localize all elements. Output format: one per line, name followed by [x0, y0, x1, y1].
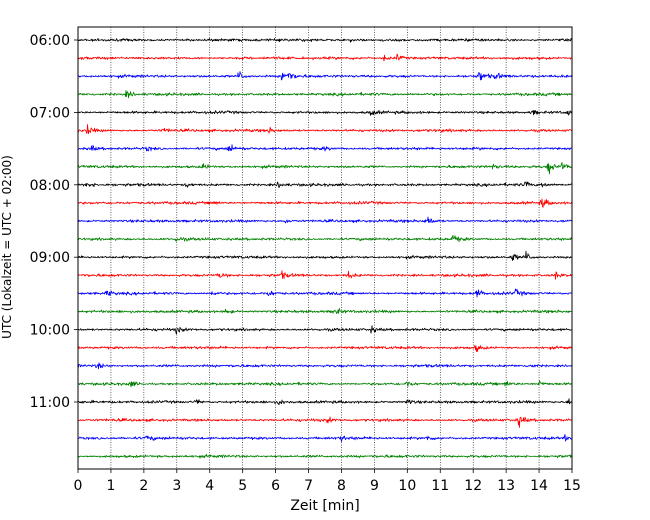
x-tick-label-4: 4 — [205, 478, 214, 494]
trace-07-45 — [77, 162, 573, 175]
x-tick-label-8: 8 — [337, 478, 346, 494]
trace-06-15 — [77, 53, 573, 62]
trace-07-15 — [77, 124, 573, 135]
trace-11-30 — [77, 433, 573, 442]
x-tick-label-3: 3 — [172, 478, 181, 494]
x-tick-label-5: 5 — [238, 478, 247, 494]
trace-10-30 — [77, 362, 573, 370]
grid-lines — [110, 27, 540, 469]
trace-07-00 — [77, 109, 573, 116]
trace-08-00 — [78, 181, 573, 189]
y-axis-ticks: 06:00 07:00 08:00 09:00 10:00 11:00 — [30, 33, 78, 411]
x-tick-label-10: 10 — [398, 478, 416, 494]
trace-09-00 — [77, 250, 573, 262]
x-tick-label-6: 6 — [271, 478, 280, 494]
trace-11-15 — [77, 416, 573, 428]
y-tick-label-11-00: 11:00 — [30, 395, 70, 411]
trace-09-15 — [78, 270, 573, 280]
x-tick-label-14: 14 — [530, 478, 548, 494]
x-tick-label-1: 1 — [106, 478, 115, 494]
trace-09-45 — [78, 308, 573, 315]
y-tick-label-06-00: 06:00 — [30, 33, 70, 49]
x-tick-label-12: 12 — [464, 478, 482, 494]
trace-08-30 — [77, 216, 573, 224]
x-tick-label-13: 13 — [497, 478, 515, 494]
x-tick-label-7: 7 — [304, 478, 313, 494]
y-tick-label-08-00: 08:00 — [30, 178, 70, 194]
trace-11-45 — [77, 453, 573, 459]
x-tick-label-15: 15 — [563, 478, 581, 494]
trace-11-00 — [77, 398, 573, 406]
trace-10-15 — [77, 344, 573, 353]
x-axis-ticks: 0 1 2 3 4 5 6 7 8 9 10 11 12 13 14 15 — [74, 469, 581, 494]
trace-08-15 — [77, 198, 572, 208]
trace-06-00 — [77, 38, 573, 43]
trace-09-30 — [77, 288, 573, 298]
seismic-traces — [77, 38, 573, 459]
trace-06-45 — [77, 90, 573, 99]
y-tick-label-09-00: 09:00 — [30, 250, 70, 266]
trace-06-30 — [77, 71, 572, 81]
plot-frame — [77, 26, 573, 470]
x-axis-label: Zeit [min] — [290, 498, 359, 514]
x-tick-label-11: 11 — [431, 478, 449, 494]
trace-08-45 — [77, 234, 573, 243]
x-tick-label-9: 9 — [370, 478, 379, 494]
y-axis-label: UTC (Lokalzeit = UTC + 02:00) — [0, 155, 14, 339]
y-tick-label-07-00: 07:00 — [30, 105, 70, 121]
y-tick-label-10-00: 10:00 — [30, 323, 70, 339]
x-tick-label-0: 0 — [74, 478, 83, 494]
trace-07-30 — [77, 144, 572, 152]
trace-10-00 — [77, 325, 573, 335]
trace-10-45 — [77, 380, 573, 388]
x-tick-label-2: 2 — [139, 478, 148, 494]
